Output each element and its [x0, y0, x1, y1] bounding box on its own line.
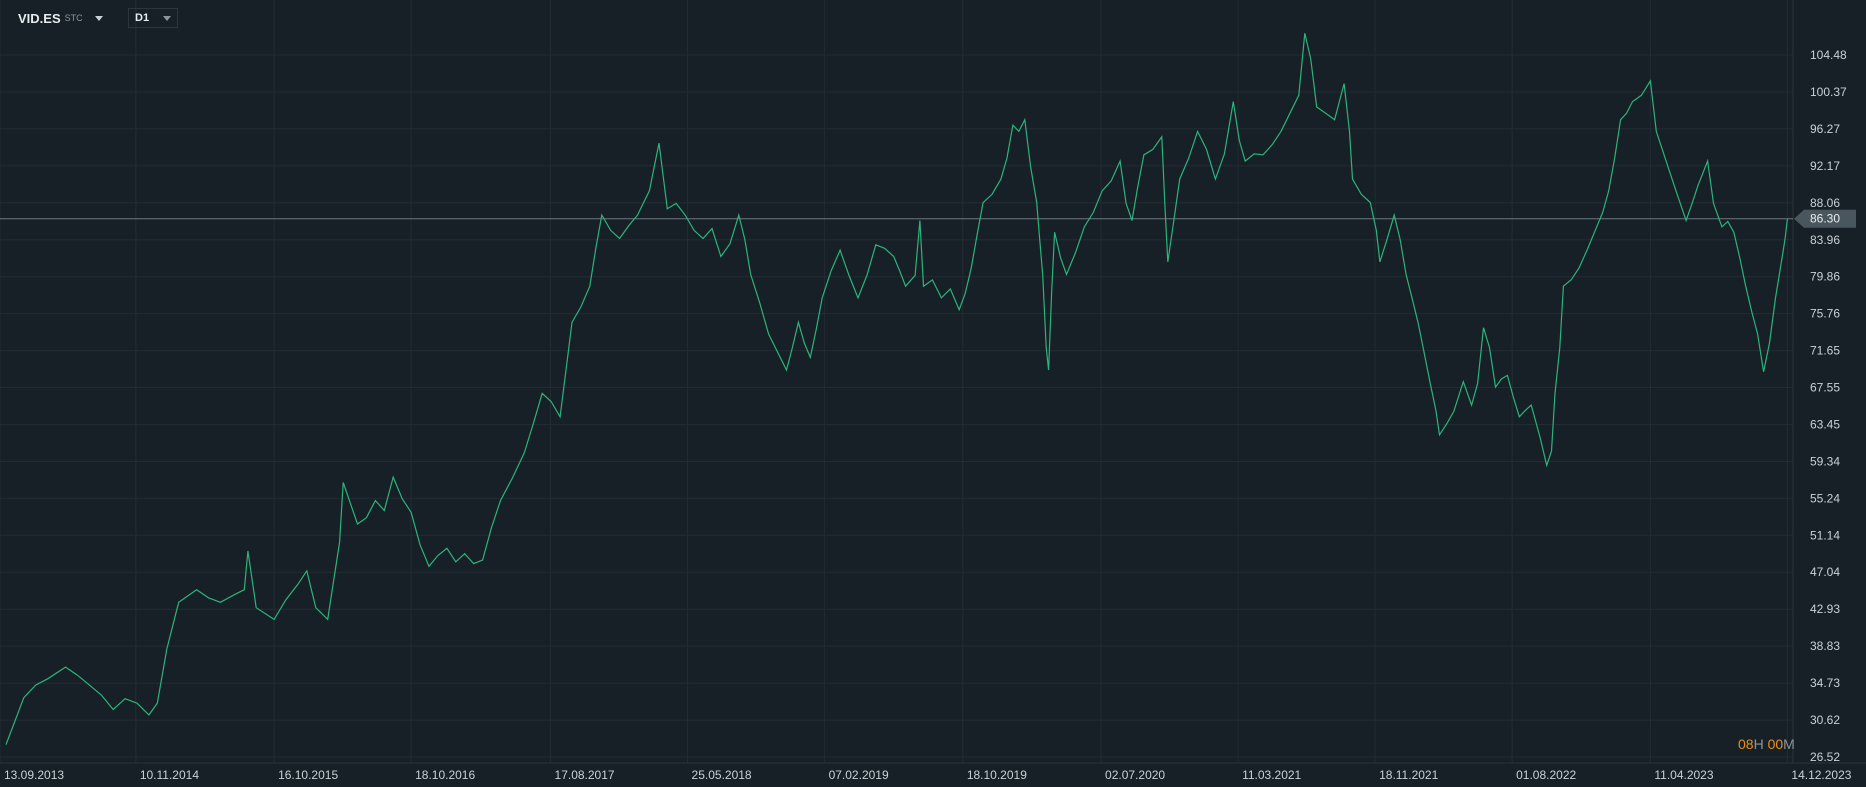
- countdown-hours-unit: H: [1753, 736, 1764, 752]
- countdown-hours: 08: [1738, 736, 1754, 752]
- grid: [0, 0, 1866, 764]
- price-series-line: [5, 33, 1788, 745]
- symbol-selector[interactable]: VID.ES STC: [18, 8, 103, 28]
- candle-countdown: 08H 00M: [1738, 736, 1795, 752]
- x-tick-label: 18.11.2021: [1379, 768, 1438, 782]
- y-tick-label: 63.45: [1810, 417, 1840, 431]
- x-tick-label: 10.11.2014: [140, 768, 199, 782]
- y-tick-label: 47.04: [1810, 565, 1840, 579]
- symbol-name: VID.ES: [18, 10, 61, 26]
- x-tick-label: 13.09.2013: [4, 768, 64, 782]
- x-tick-label: 18.10.2019: [967, 768, 1027, 782]
- x-tick-label: 01.08.2022: [1516, 768, 1576, 782]
- x-tick-label: 07.02.2019: [829, 768, 889, 782]
- y-tick-label: 88.06: [1810, 196, 1840, 210]
- y-tick-label: 51.14: [1810, 528, 1840, 542]
- y-tick-label: 92.17: [1810, 159, 1840, 173]
- y-tick-label: 96.27: [1810, 122, 1840, 136]
- symbol-suffix: STC: [64, 13, 83, 23]
- y-tick-label: 83.96: [1810, 233, 1840, 247]
- y-tick-label: 34.73: [1810, 676, 1840, 690]
- y-tick-label: 26.52: [1810, 750, 1840, 764]
- last-price-tag-shape: [1794, 209, 1856, 228]
- y-tick-label: 75.76: [1810, 307, 1840, 321]
- y-tick-label: 100.37: [1810, 85, 1847, 99]
- timeframe-label: D1: [135, 12, 150, 24]
- chevron-down-icon: [94, 15, 103, 21]
- last-price-label: 86.30: [1810, 212, 1840, 226]
- y-tick-label: 30.62: [1810, 713, 1840, 727]
- countdown-minutes-unit: M: [1783, 736, 1795, 752]
- price-axis[interactable]: 104.48 100.37 96.27 92.17 88.06 83.96 79.86 75.…: [1810, 48, 1847, 764]
- last-price-tag: 86.30: [1794, 209, 1856, 228]
- y-tick-label: 79.86: [1810, 270, 1840, 284]
- x-tick-label: 11.03.2021: [1242, 768, 1301, 782]
- x-tick-label: 17.08.2017: [555, 768, 615, 782]
- y-tick-label: 67.55: [1810, 381, 1840, 395]
- chevron-down-icon: [163, 15, 172, 21]
- y-tick-label: 71.65: [1810, 344, 1840, 358]
- y-tick-label: 42.93: [1810, 602, 1840, 616]
- x-tick-label: 11.04.2023: [1654, 768, 1713, 782]
- y-tick-label: 104.48: [1810, 48, 1847, 62]
- y-tick-label: 38.83: [1810, 639, 1840, 653]
- time-axis[interactable]: 13.09.2013 10.11.2014 16.10.2015 18.10.2016…: [4, 768, 1852, 782]
- y-tick-label: 59.34: [1810, 454, 1840, 468]
- timeframe-selector[interactable]: D1: [128, 8, 179, 28]
- x-tick-label: 14.12.2023: [1791, 768, 1851, 782]
- x-tick-label: 25.05.2018: [692, 768, 752, 782]
- countdown-minutes: 00: [1767, 736, 1784, 752]
- x-tick-label: 16.10.2015: [278, 768, 338, 782]
- y-tick-label: 55.24: [1810, 491, 1840, 505]
- x-tick-label: 02.07.2020: [1105, 768, 1165, 782]
- x-tick-label: 18.10.2016: [415, 768, 475, 782]
